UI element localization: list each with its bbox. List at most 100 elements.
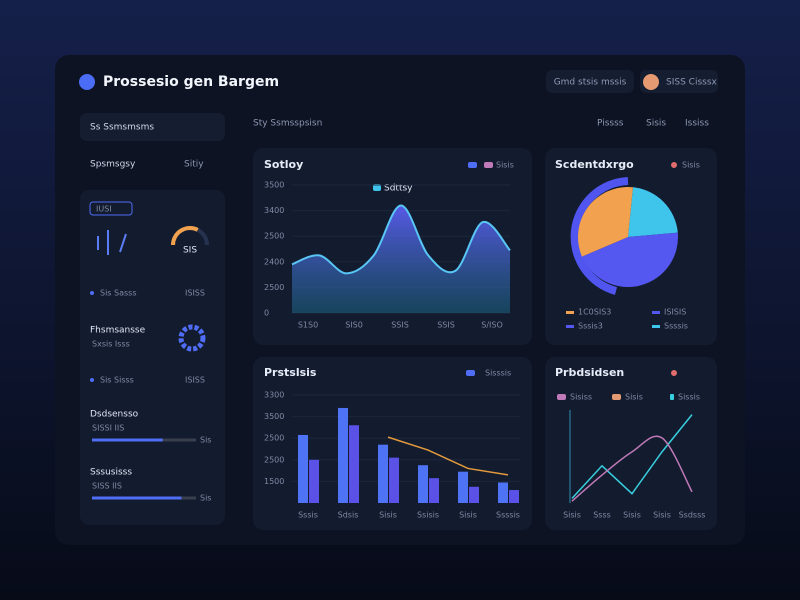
y-tick-label: 2500	[264, 283, 284, 292]
legend-chip	[566, 311, 574, 314]
y-tick-label: 2500	[264, 232, 284, 241]
stat-label: Sis Sasss	[100, 289, 137, 298]
tab[interactable]: Ississ	[685, 119, 709, 129]
bar	[498, 482, 508, 503]
bar	[458, 471, 468, 503]
legend-chip	[652, 311, 660, 314]
card-title: Prbdsidsen	[555, 366, 624, 379]
logo	[79, 74, 95, 90]
x-tick-label: Ssisis	[417, 511, 439, 520]
bar-card	[253, 357, 532, 530]
search-box[interactable]	[80, 113, 225, 141]
pie-label: ISISIS	[664, 308, 686, 317]
x-tick-label: Ssss	[593, 511, 611, 520]
line-card	[545, 357, 717, 530]
y-tick-label: 3500	[264, 181, 284, 190]
tab[interactable]: Pissss	[597, 119, 624, 129]
legend-label: Sisis	[682, 161, 700, 170]
progress-title: Dsdsensso	[90, 410, 139, 420]
pie-label: Ssssis	[664, 322, 688, 331]
header-button[interactable]	[546, 70, 634, 93]
progress-label: SISS IIS	[92, 482, 122, 491]
legend-label: Sissis	[678, 393, 700, 402]
y-tick-label: 1500	[264, 477, 284, 486]
pie-slice	[581, 232, 678, 288]
stat-value: ISISS	[185, 289, 205, 298]
annotation-chip	[373, 184, 381, 191]
legend-dot	[671, 162, 677, 168]
legend-label: Sisssis	[485, 369, 511, 378]
pie-slice	[628, 187, 678, 237]
legend-chip	[670, 394, 674, 400]
section-title: Fhsmsansse	[90, 326, 146, 336]
y-tick-label: 3300	[264, 391, 284, 400]
bar	[349, 425, 359, 503]
sidebar-tab[interactable]: Sitiy	[184, 160, 204, 170]
line	[571, 414, 693, 499]
user-chip[interactable]	[640, 70, 718, 93]
y-tick-label: 2500	[264, 434, 284, 443]
avatar	[643, 74, 659, 90]
pie-ring	[570, 177, 629, 295]
progress-end: Sis	[200, 494, 211, 503]
card-title: Sotloy	[264, 158, 303, 171]
x-tick-label: S1S0	[298, 321, 318, 330]
search-text: Ss Ssmsmsms	[90, 123, 154, 133]
badge-text: IUSI	[96, 205, 112, 214]
x-tick-label: S/ISO	[481, 321, 503, 330]
legend-label: Sisis	[625, 393, 643, 402]
app-title: Prossesio gen Bargem	[103, 74, 279, 90]
header-button-label: Gmd stsis mssis	[554, 78, 627, 88]
pie-label: 1C0SIS3	[578, 308, 611, 317]
x-tick-label: SIS0	[345, 321, 363, 330]
legend-chip	[566, 325, 574, 328]
progress-fill	[92, 438, 163, 442]
y-tick-label: 2400	[264, 257, 284, 266]
legend-chip	[466, 370, 475, 376]
line	[571, 435, 693, 502]
y-tick-label: 2500	[264, 455, 284, 464]
x-tick-label: Sisis	[623, 511, 641, 520]
stat-label: Sis Sisss	[100, 376, 134, 385]
y-tick-label: 0	[264, 309, 269, 318]
user-name: SISS Cisssx	[666, 78, 718, 88]
area-line	[291, 204, 511, 275]
legend-chip	[652, 325, 660, 328]
dot	[90, 291, 94, 295]
legend-dot	[671, 370, 677, 376]
x-tick-label: Sisis	[653, 511, 671, 520]
bar	[418, 465, 428, 503]
sparkbars	[97, 230, 127, 255]
gear-icon	[178, 324, 206, 352]
section-sub: Sxsis Isss	[92, 340, 130, 349]
x-tick-label: SSIS	[391, 321, 409, 330]
bar	[309, 459, 319, 503]
x-tick-label: Ssssis	[496, 511, 520, 520]
annotation: Sdttsy	[384, 184, 413, 194]
x-tick-label: Sisis	[379, 511, 397, 520]
legend-chip	[468, 162, 477, 168]
trend-line	[387, 436, 509, 476]
tab[interactable]: Sisis	[646, 119, 666, 129]
legend-label: Sisis	[496, 161, 514, 170]
bar	[338, 407, 348, 503]
bar	[429, 478, 439, 503]
breadcrumb: Sty Ssmsspsisn	[253, 119, 322, 129]
legend-chip	[612, 394, 621, 400]
pie-label: Sssis3	[578, 322, 603, 331]
y-tick-label: 3400	[264, 206, 284, 215]
bar	[469, 486, 479, 503]
legend-chip	[557, 394, 566, 400]
x-tick-label: Sisis	[563, 511, 581, 520]
bar	[509, 490, 519, 503]
card-title: Scdentdxrgo	[555, 158, 634, 171]
x-tick-label: Sisis	[459, 511, 477, 520]
gauge-label: SIS	[183, 246, 197, 256]
area	[292, 205, 510, 313]
legend-chip	[484, 162, 493, 168]
legend-label: Sisiss	[570, 393, 592, 402]
x-tick-label: Sdsis	[338, 511, 359, 520]
sidebar-tab[interactable]: Spsmsgsy	[90, 160, 136, 170]
